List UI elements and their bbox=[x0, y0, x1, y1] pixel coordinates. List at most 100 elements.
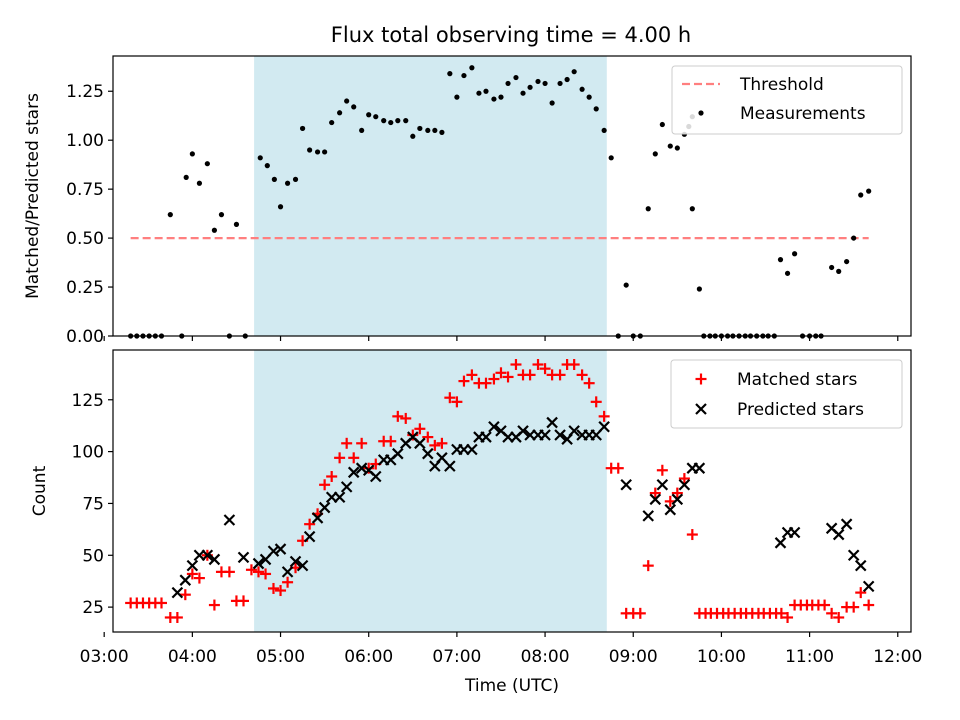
measurement-point-63 bbox=[593, 106, 599, 112]
measurement-point-10 bbox=[196, 180, 203, 186]
predicted-point-30 bbox=[414, 437, 426, 450]
predicted-point-72 bbox=[854, 559, 867, 572]
bottom-ytick-label-2: 75 bbox=[82, 494, 104, 514]
measurement-point-95 bbox=[792, 251, 798, 257]
measurement-point-34 bbox=[381, 118, 387, 124]
matched-point-49 bbox=[480, 377, 492, 389]
measurement-point-8 bbox=[183, 174, 189, 180]
measurement-point-61 bbox=[579, 86, 585, 92]
predicted-point-7 bbox=[237, 551, 250, 564]
predicted-point-71 bbox=[847, 549, 860, 562]
bottom-xtick-label-2: 05:00 bbox=[256, 647, 305, 667]
measurement-point-20 bbox=[277, 204, 284, 210]
matched-point-65 bbox=[598, 410, 610, 422]
top-panel: 0.00 0.25 0.50 0.75 1.00 1.25 Matched/Predict… bbox=[23, 55, 912, 347]
matched-point-27 bbox=[319, 479, 331, 491]
predicted-point-2 bbox=[186, 559, 199, 572]
predicted-stars-points bbox=[171, 416, 875, 599]
top-highlight-span bbox=[254, 56, 607, 336]
predicted-point-8 bbox=[252, 557, 265, 570]
measurement-point-79 bbox=[696, 286, 702, 292]
predicted-point-73 bbox=[862, 580, 875, 593]
matched-point-67 bbox=[612, 462, 624, 474]
predicted-point-10 bbox=[267, 545, 280, 557]
legend-measurements-label: Measurements bbox=[740, 104, 866, 124]
matched-point-19 bbox=[260, 568, 272, 580]
bottom-y-ticks: 25 50 75 100 125 bbox=[72, 391, 113, 618]
measurement-point-39 bbox=[417, 125, 423, 132]
bottom-xtick-label-6: 09:00 bbox=[609, 647, 658, 667]
predicted-point-69 bbox=[832, 528, 845, 541]
matched-point-99 bbox=[819, 599, 831, 611]
matched-point-100 bbox=[826, 607, 838, 619]
matched-point-45 bbox=[451, 396, 463, 408]
bottom-xtick-label-9: 12:00 bbox=[873, 647, 922, 667]
predicted-point-40 bbox=[488, 420, 500, 433]
measurement-point-23 bbox=[299, 125, 306, 132]
predicted-point-27 bbox=[392, 447, 404, 460]
measurement-point-6 bbox=[167, 212, 173, 218]
predicted-point-56 bbox=[620, 479, 632, 491]
predicted-point-49 bbox=[554, 429, 566, 441]
measurement-point-72 bbox=[659, 121, 665, 128]
bottom-x-ticks: 03:00 04:00 05:00 06:00 07:00 08:00 09:00 10:00… bbox=[80, 632, 922, 667]
predicted-point-24 bbox=[369, 470, 382, 483]
matched-point-63 bbox=[583, 377, 595, 389]
predicted-point-15 bbox=[303, 530, 316, 543]
measurement-point-35 bbox=[388, 119, 394, 126]
measurement-point-31 bbox=[359, 127, 365, 134]
matched-point-101 bbox=[833, 611, 845, 623]
chart-title: Flux total observing time = 4.00 h bbox=[331, 23, 691, 47]
matched-point-14 bbox=[223, 566, 235, 578]
matched-point-8 bbox=[179, 589, 191, 601]
bottom-xtick-label-8: 11:00 bbox=[785, 647, 834, 667]
matched-point-33 bbox=[363, 462, 375, 474]
matched-point-76 bbox=[678, 473, 690, 485]
predicted-point-1 bbox=[179, 574, 192, 586]
matched-point-40 bbox=[414, 423, 426, 435]
predicted-point-4 bbox=[201, 549, 214, 562]
matched-point-59 bbox=[554, 369, 566, 381]
predicted-point-22 bbox=[355, 462, 368, 474]
predicted-point-70 bbox=[840, 518, 853, 530]
top-legend-box bbox=[671, 65, 903, 135]
matched-point-28 bbox=[326, 470, 338, 482]
measurement-point-54 bbox=[527, 84, 533, 90]
matched-point-30 bbox=[341, 437, 353, 449]
measurement-point-51 bbox=[505, 80, 511, 87]
measurement-point-58 bbox=[557, 80, 563, 87]
matched-point-29 bbox=[334, 452, 346, 464]
predicted-point-57 bbox=[642, 510, 655, 522]
bottom-legend-box bbox=[670, 359, 903, 429]
matched-point-75 bbox=[671, 487, 683, 499]
predicted-point-17 bbox=[318, 501, 331, 514]
measurement-point-57 bbox=[549, 100, 555, 106]
measurement-point-94 bbox=[784, 270, 791, 276]
matched-point-55 bbox=[524, 369, 536, 381]
measurement-point-70 bbox=[645, 206, 651, 212]
top-ytick-label-4: 1.00 bbox=[66, 131, 104, 151]
bottom-xtick-label-4: 07:00 bbox=[432, 647, 481, 667]
x-axis-label: Time (UTC) bbox=[464, 676, 559, 696]
predicted-point-34 bbox=[444, 460, 456, 472]
matched-point-70 bbox=[634, 607, 646, 619]
predicted-point-67 bbox=[788, 526, 801, 539]
top-ytick-label-3: 0.75 bbox=[66, 180, 104, 200]
measurement-point-71 bbox=[652, 151, 658, 157]
measurement-point-15 bbox=[233, 221, 240, 227]
measurement-point-27 bbox=[329, 119, 335, 126]
matched-point-104 bbox=[855, 587, 867, 599]
bottom-ytick-label-4: 125 bbox=[72, 391, 104, 411]
matched-point-93 bbox=[782, 611, 794, 623]
measurement-point-19 bbox=[271, 176, 277, 182]
measurement-point-52 bbox=[513, 74, 519, 81]
matched-point-56 bbox=[532, 359, 544, 371]
bottom-legend: Matched stars Predicted stars bbox=[670, 359, 903, 429]
measurement-point-22 bbox=[292, 176, 299, 182]
predicted-point-62 bbox=[678, 479, 691, 491]
legend-matched-marker bbox=[695, 373, 707, 385]
legend-matched-swatch bbox=[695, 373, 707, 385]
matched-point-22 bbox=[282, 576, 294, 588]
matched-point-71 bbox=[642, 560, 654, 572]
measurement-point-13 bbox=[218, 212, 225, 218]
